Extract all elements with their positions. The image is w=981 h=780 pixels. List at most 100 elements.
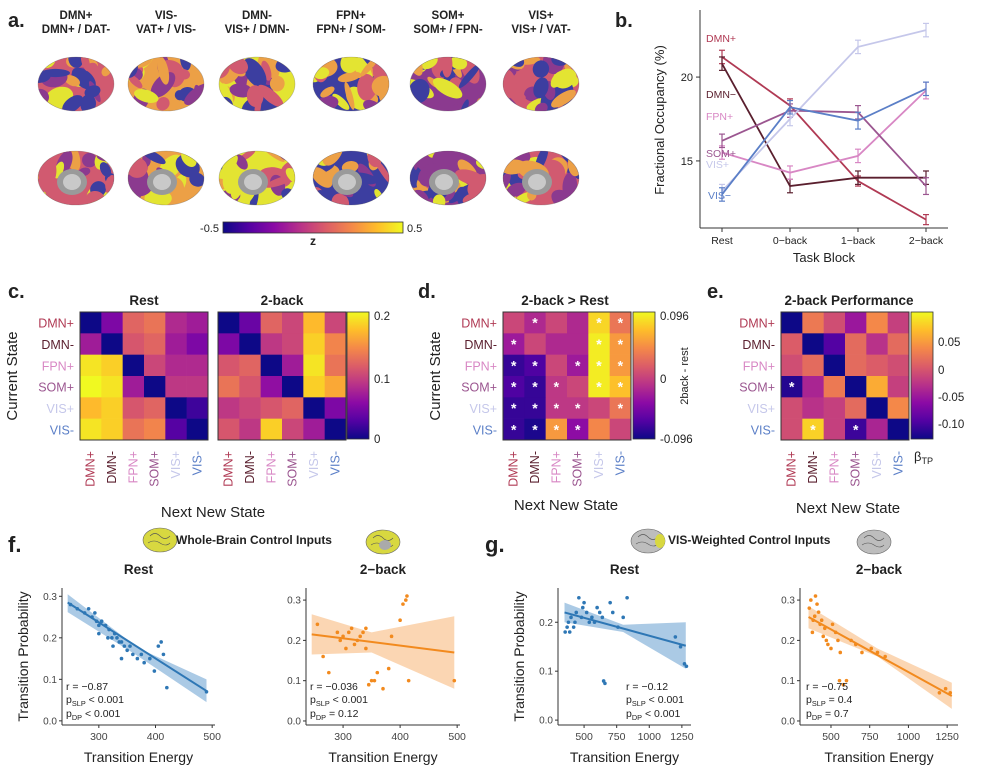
f-rest-xtick-label: 300: [90, 731, 108, 743]
f-2back-xlabel: Transition Energy: [328, 749, 437, 765]
f-2back-xtick-label: 500: [448, 731, 466, 743]
c-rest-cell: [165, 418, 187, 441]
g-2back-xtick-label: 750: [861, 731, 879, 743]
g-2back-ytick-label: 0.0: [781, 716, 795, 727]
c-2back-cell: [324, 418, 347, 441]
f-2back-point: [366, 682, 371, 687]
brain-header-0: DMN+: [60, 10, 93, 22]
c-2back-cell: [303, 418, 325, 441]
brain-header-3: FPN+: [336, 10, 366, 22]
c-rest-cell: [80, 376, 102, 398]
f-header-brain-left-sulci: [147, 533, 171, 546]
g-2back-point: [883, 654, 887, 659]
f-2back-stat-p2-rest: = 0.12: [326, 708, 359, 720]
brain-patch: [184, 83, 204, 106]
brain-patch: [503, 69, 517, 99]
d-cell: [545, 354, 568, 377]
brain-patch: [331, 193, 350, 205]
d-xlabel-2: FPN+: [549, 451, 563, 483]
g-rest-ci-band: [564, 602, 686, 669]
c-rest-cell: [80, 418, 102, 441]
d-cell: [567, 418, 589, 441]
brain-patch: [254, 89, 262, 111]
f-2back-point: [327, 670, 331, 675]
d-cell: [609, 397, 632, 419]
d-cell: [609, 333, 632, 355]
c-rest-cell: [122, 376, 145, 398]
c-2back-frame: [217, 311, 347, 441]
g-2back-point: [829, 646, 833, 651]
brainstem-inner: [435, 174, 453, 190]
e-cell: [887, 312, 910, 334]
d-ylabel-1: DMN-: [464, 338, 497, 352]
c-2back-cell: [239, 418, 261, 441]
f-2back-point: [315, 622, 320, 627]
brainstem-inner: [338, 174, 356, 190]
d-xlabel-5: VIS-: [613, 451, 627, 475]
d-cell: [524, 333, 546, 355]
f-rest-point: [156, 644, 161, 648]
f-2back-point: [401, 602, 405, 606]
g-rest-stat-p1-rest: < 0.001: [646, 694, 684, 706]
g-rest-point: [565, 625, 569, 629]
d-colorbar-tick: -0.096: [660, 434, 693, 446]
g-rest-stat-p2: pDP < 0.001: [626, 708, 680, 722]
d-cell: [524, 354, 546, 377]
b-series-line-0: [721, 56, 927, 221]
f-2back-ytick-label: 0.1: [287, 676, 301, 687]
c-rest-cell: [186, 418, 209, 441]
d-cell: [503, 333, 525, 355]
g-rest-stat-r: r = −0.12: [626, 681, 668, 693]
d-star: *: [554, 379, 560, 395]
g-2back-point: [844, 678, 849, 683]
d-star: *: [532, 357, 538, 373]
brain-lateral: [38, 57, 114, 111]
c-2back-cell: [218, 376, 240, 398]
e-cell: [802, 397, 824, 419]
brain-patch: [332, 93, 350, 110]
e-cell: [845, 354, 867, 377]
c-colorbar: [346, 311, 370, 440]
c-2back-cell: [282, 333, 304, 355]
c-2back-cell: [303, 397, 325, 419]
d-cell: [545, 418, 568, 441]
e-cell: [866, 312, 888, 334]
brain-patch: [467, 174, 486, 199]
d-ylabel-4: VIS+: [470, 402, 497, 416]
brain-patch: [64, 75, 80, 87]
g-2back-point: [943, 686, 948, 691]
brain-subheader-3: FPN+ / SOM-: [316, 24, 385, 36]
brain-patch: [313, 85, 322, 98]
c-rest-cell: [144, 354, 166, 377]
e-cell: [887, 418, 910, 441]
c-rest-cell: [186, 376, 209, 398]
g-2back-point: [821, 634, 826, 639]
c-rest-cell: [144, 397, 166, 419]
c-rest-cell: [101, 397, 123, 419]
g-rest-point: [673, 635, 678, 639]
panel-e: e. 2-back Performance * * * DMN+ DMN- FPN+ SOM+ V…: [707, 281, 964, 517]
c-ylabel-0: DMN+: [38, 317, 74, 331]
g-rest-point: [584, 610, 589, 615]
e-colorbar-label-sub: TP: [921, 456, 933, 466]
d-star: *: [511, 336, 517, 352]
f-2back-point: [381, 686, 385, 691]
f-2back-point: [405, 594, 409, 598]
brain-patch: [442, 57, 453, 78]
g-rest-point: [595, 605, 599, 610]
c-rest-cell: [101, 418, 123, 441]
panel-label-a: a.: [8, 10, 25, 32]
brain-patch: [340, 57, 360, 74]
d-star: *: [532, 315, 538, 331]
brain-subheader-0: DMN+ / DAT-: [42, 24, 111, 36]
c-title-2back: 2-back: [261, 293, 304, 308]
g-2back-point: [841, 682, 846, 687]
d-star: *: [575, 357, 581, 373]
c-rest-cell: [80, 354, 102, 377]
f-2back-stat-p1-base: p: [310, 694, 316, 706]
g-rest-point: [608, 600, 612, 605]
f-2back-point: [386, 666, 391, 671]
f-rest-point: [159, 640, 163, 644]
c-ylabel: Current State: [4, 331, 21, 420]
c-2back-cell: [282, 354, 304, 377]
